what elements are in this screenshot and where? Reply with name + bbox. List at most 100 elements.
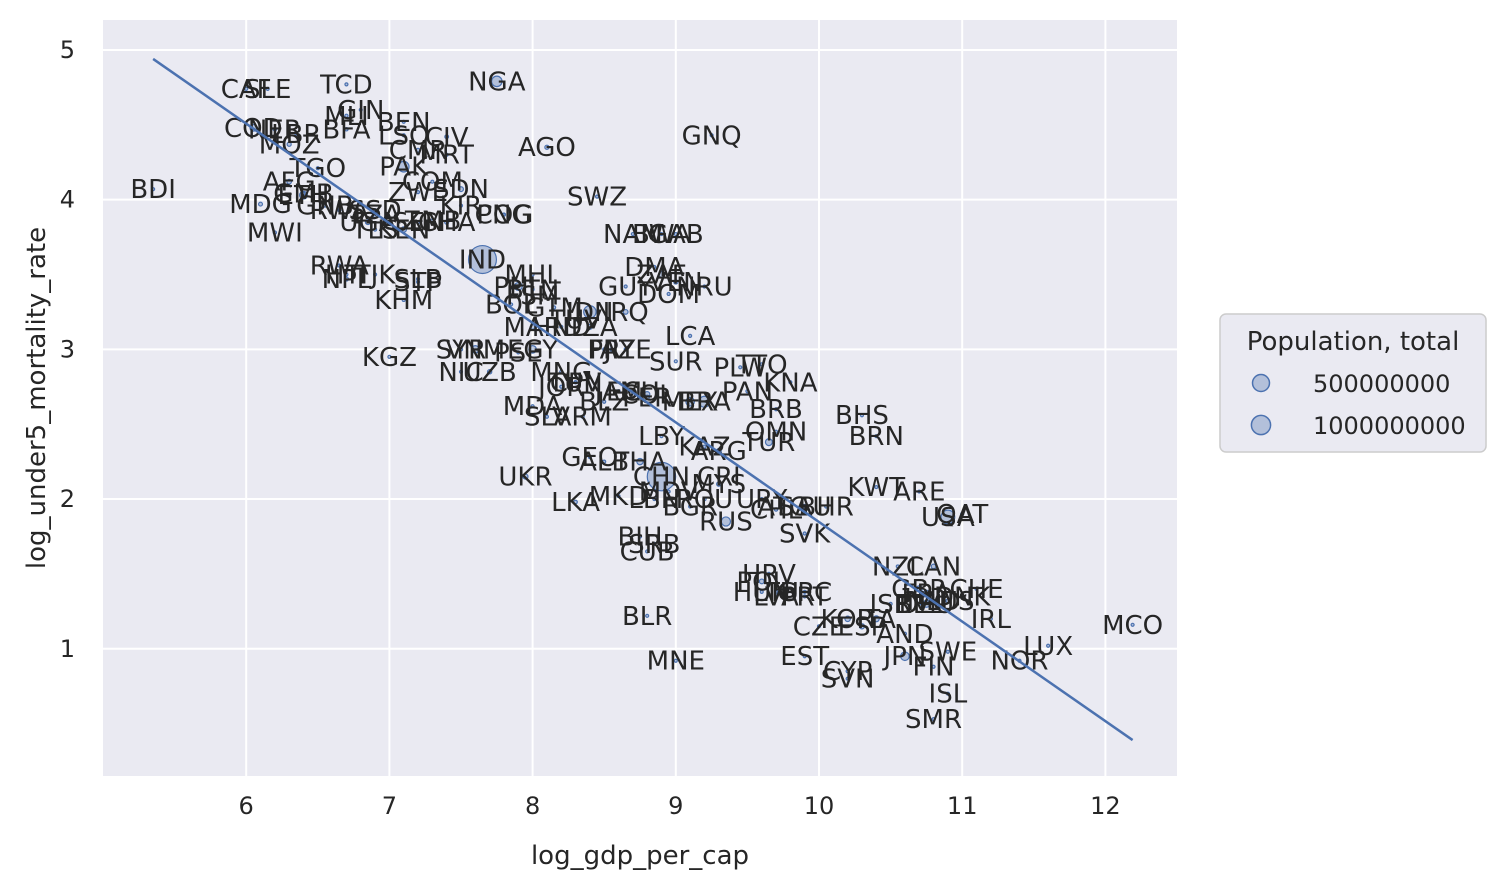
x-axis-ticks: 6 7 8 9 10 11 12 (239, 792, 1121, 820)
data-point (922, 599, 931, 608)
point-label: ITA (857, 605, 897, 635)
data-point (917, 601, 922, 606)
data-point (945, 598, 951, 604)
data-point (337, 263, 342, 268)
point-label: IDN (566, 298, 613, 328)
data-point (467, 244, 498, 275)
point-label: PSE (494, 338, 543, 368)
data-point (802, 531, 807, 536)
point-label: LBR (271, 120, 321, 150)
point-label: MDV (639, 478, 699, 508)
data-point (738, 365, 743, 370)
data-point (594, 194, 600, 199)
data-point (1130, 622, 1135, 627)
x-tick-label: 11 (947, 792, 978, 820)
point-label: MDA (503, 392, 563, 422)
point-label: BRA (678, 388, 731, 418)
point-label: SUR (649, 347, 703, 377)
point-label: ISL (929, 680, 968, 710)
point-label: CPV (550, 368, 602, 398)
data-point (759, 589, 764, 594)
point-label: MYS (691, 470, 746, 500)
legend-label-small: 500000000 (1313, 370, 1450, 398)
point-label: BRB (749, 395, 803, 425)
point-label: BTN (506, 275, 559, 305)
x-tick-label: 12 (1090, 792, 1121, 820)
point-label: MWI (247, 219, 303, 249)
point-label: GTM (525, 293, 583, 323)
data-point (530, 272, 535, 277)
point-label: SWE (919, 638, 978, 668)
data-point (609, 347, 614, 352)
data-point (940, 509, 956, 525)
point-label: NAM (603, 220, 663, 250)
data-point (888, 601, 893, 606)
data-point (458, 347, 464, 352)
data-point (659, 434, 664, 439)
y-tick-label: 3 (60, 335, 75, 363)
point-label: PRT (781, 582, 829, 612)
data-point (917, 489, 922, 494)
data-point (816, 624, 822, 629)
point-label: SDN (433, 175, 489, 205)
y-axis-ticks: 1 2 3 4 5 (60, 36, 75, 663)
data-point (257, 201, 264, 207)
data-point (773, 594, 779, 599)
point-label: BHS (835, 401, 889, 431)
data-point (930, 563, 937, 570)
data-point (758, 578, 765, 585)
point-label: AGO (518, 133, 576, 163)
point-label: ARM (554, 403, 612, 433)
data-point (702, 496, 707, 502)
point-label: GMB (273, 180, 333, 210)
point-label: GUY (598, 272, 653, 302)
data-point (343, 276, 350, 282)
data-point (286, 141, 292, 147)
point-label: AND (876, 620, 933, 650)
point-label: CHE (949, 575, 1003, 605)
point-label: OMN (745, 418, 807, 448)
point-label: EGY (507, 335, 558, 365)
point-label: LVA (753, 582, 799, 612)
point-label: AFG (263, 168, 316, 198)
data-point (858, 623, 866, 630)
point-label: LBN (628, 485, 680, 515)
data-point (630, 231, 635, 237)
data-point (444, 219, 450, 225)
point-label: MOZ (259, 130, 320, 160)
data-point (151, 187, 156, 192)
data-point (859, 413, 865, 418)
point-label: SRB (628, 530, 680, 560)
point-label: CYP (823, 657, 872, 687)
data-point (490, 75, 503, 88)
data-point (509, 302, 514, 307)
point-label: MAR (503, 313, 561, 343)
data-point (559, 384, 564, 389)
data-point (286, 178, 293, 185)
point-label: CAN (906, 552, 961, 582)
data-point (716, 481, 722, 487)
data-point (522, 473, 529, 480)
data-point (444, 152, 449, 157)
data-point (344, 113, 349, 119)
data-point (945, 649, 950, 654)
data-point (685, 396, 695, 407)
point-label: JOR (536, 373, 584, 403)
data-point (874, 434, 879, 439)
data-point (644, 394, 650, 400)
data-point (900, 651, 910, 662)
point-label: TUV (548, 305, 602, 335)
data-point (415, 279, 421, 285)
data-point (602, 347, 607, 352)
data-point (551, 305, 557, 310)
point-label: DMA (624, 253, 684, 283)
legend-title: Population, total (1247, 327, 1460, 357)
data-point (616, 493, 621, 499)
point-label: SWZ (567, 183, 627, 213)
point-label: ROU (676, 485, 734, 515)
point-label: DOM (637, 280, 700, 310)
data-point (759, 362, 764, 367)
data-point (673, 658, 678, 663)
data-point (559, 324, 564, 329)
point-label: BEL (895, 590, 944, 620)
